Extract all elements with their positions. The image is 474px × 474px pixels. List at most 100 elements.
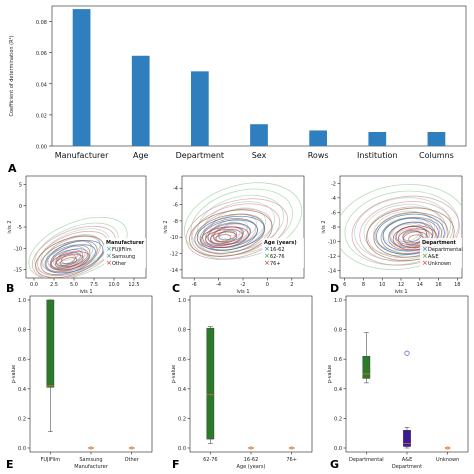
panel-label-d: D (330, 282, 339, 295)
x-tick-label: Other (125, 457, 140, 463)
panel-label-f: F (172, 458, 180, 471)
y-tick-label: 0.08 (36, 20, 47, 26)
y-tick-label: 0.4 (18, 387, 26, 393)
y-tick-label: 0.06 (36, 51, 47, 57)
legend-marker: × (264, 245, 270, 253)
x-tick-label: A&E (402, 457, 412, 463)
y-tick-label: 1.0 (178, 298, 186, 304)
x-axis-label: Department (392, 464, 422, 470)
x-tick-label: 2 (290, 282, 293, 288)
y-tick-label: 0 (19, 204, 22, 210)
y-tick-label: -12 (170, 252, 178, 258)
box-76--point (290, 446, 294, 450)
x-axis-label: ivis 1 (394, 289, 407, 295)
box-a-e (403, 430, 411, 447)
y-tick-label: 0.8 (334, 328, 342, 334)
bar-manufacturer (72, 9, 91, 146)
x-tick-label: 76+ (286, 457, 297, 463)
legend-marker: × (264, 252, 270, 260)
y-tick-label: 0.6 (18, 357, 26, 363)
bar-sex (250, 124, 268, 146)
density-contour (376, 213, 445, 255)
x-tick-label: 16 (435, 282, 441, 288)
x-tick-label: -6 (192, 282, 197, 288)
panel-label-g: G (330, 458, 339, 471)
density-contour (42, 235, 101, 274)
density-contour (397, 228, 433, 249)
y-tick-label: 0.2 (178, 416, 186, 422)
chart-f: 0.0 0.2 0.4 0.6 0.8 1.0 62-76 16-62 76+ Age (year… (171, 295, 313, 471)
panel-label-e: E (6, 458, 14, 471)
density-contour (373, 212, 449, 258)
y-tick-label: 0.0 (178, 446, 186, 452)
x-tick-label: Samsung (79, 457, 102, 463)
x-tick-label: 0 (266, 282, 269, 288)
density-contour (351, 195, 460, 266)
chart-a: 0.00 0.02 0.04 0.06 0.08 Manufacturer Age Depar… (8, 5, 467, 175)
legend-marker: × (264, 259, 270, 267)
x-tick-label: 62-76 (203, 457, 218, 463)
x-tick-label: -2 (241, 282, 246, 288)
x-tick-label: Department (176, 151, 224, 160)
legend-entry: FUJIFilm (112, 247, 132, 253)
density-contour (392, 225, 438, 251)
x-tick-label: Columns (419, 151, 454, 160)
legend-marker: × (422, 252, 428, 260)
x-tick-label: 14 (417, 282, 423, 288)
y-axis-label: ivis 2 (321, 220, 327, 233)
legend-box (420, 238, 462, 268)
box-departmental (362, 356, 371, 379)
panel-label-c: C (172, 282, 180, 295)
panel-label-a: A (8, 162, 17, 175)
y-tick-label: 0.2 (334, 416, 342, 422)
legend-entry: 76+ (270, 261, 281, 267)
x-tick-label: 5.0 (70, 282, 78, 288)
y-tick-label: -6 (331, 210, 336, 216)
legend-title: Age (years) (264, 240, 297, 246)
chart-c: -6 -4 -2 0 2 -14 -12 -10 -8 -6 -4 ivis 1 ivis 2 Age (… (163, 175, 305, 295)
x-tick-label: Age (133, 151, 149, 160)
legend-box (104, 238, 146, 268)
y-tick-label: 0.6 (334, 357, 342, 363)
density-contour (218, 230, 238, 241)
legend-marker: × (422, 245, 428, 253)
box-16-62-point (249, 446, 253, 450)
legend-marker: × (422, 259, 428, 267)
x-tick-label: 6 (343, 282, 346, 288)
x-tick-label: Sex (252, 151, 267, 160)
density-contour (44, 240, 104, 274)
bar-age (131, 55, 150, 146)
density-contour (202, 219, 258, 248)
density-contour (402, 230, 424, 244)
density-contour (55, 248, 89, 268)
y-axis-label: p-value (327, 365, 333, 384)
x-tick-label: Unknown (436, 457, 459, 463)
y-tick-label: -4 (331, 196, 336, 202)
legend-marker: × (106, 245, 112, 253)
density-contour (354, 197, 452, 261)
x-axis-label: ivis 1 (79, 289, 92, 295)
y-tick-label: 0.2 (18, 416, 26, 422)
y-tick-label: 0.02 (36, 113, 47, 119)
x-axis-label: ivis 1 (236, 289, 249, 295)
density-contour (200, 226, 249, 249)
density-contour (185, 198, 289, 260)
y-tick-label: -12 (328, 254, 336, 260)
y-tick-label: 1.0 (334, 298, 342, 304)
y-tick-label: 0.00 (36, 145, 47, 151)
density-contour (209, 231, 238, 245)
density-contour (214, 234, 232, 242)
x-tick-label: -4 (216, 282, 221, 288)
legend-entry: 62-76 (270, 254, 285, 260)
x-tick-label: 0.0 (30, 282, 38, 288)
legend-marker: × (106, 259, 112, 267)
y-tick-label: -4 (173, 186, 178, 192)
chart-e: 0.0 0.2 0.4 0.6 0.8 1.0 FUJIFilm Samsung Other Ma… (6, 295, 153, 471)
x-tick-label: 12.5 (128, 282, 139, 288)
density-contour (196, 215, 265, 251)
y-tick-label: 0.04 (36, 82, 47, 88)
x-tick-label: 12 (398, 282, 404, 288)
y-tick-label: -15 (14, 268, 22, 274)
y-tick-label: 0.4 (178, 387, 186, 393)
